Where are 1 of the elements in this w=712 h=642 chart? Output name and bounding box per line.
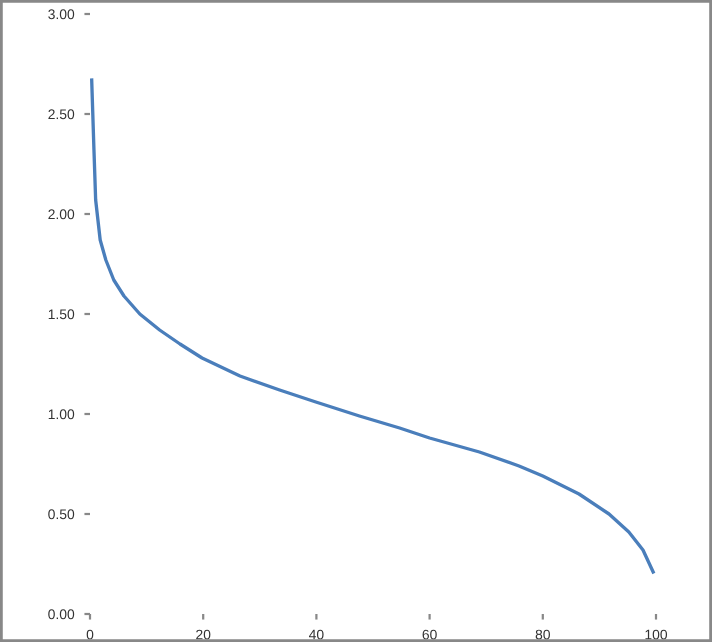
line-series — [90, 78, 655, 574]
